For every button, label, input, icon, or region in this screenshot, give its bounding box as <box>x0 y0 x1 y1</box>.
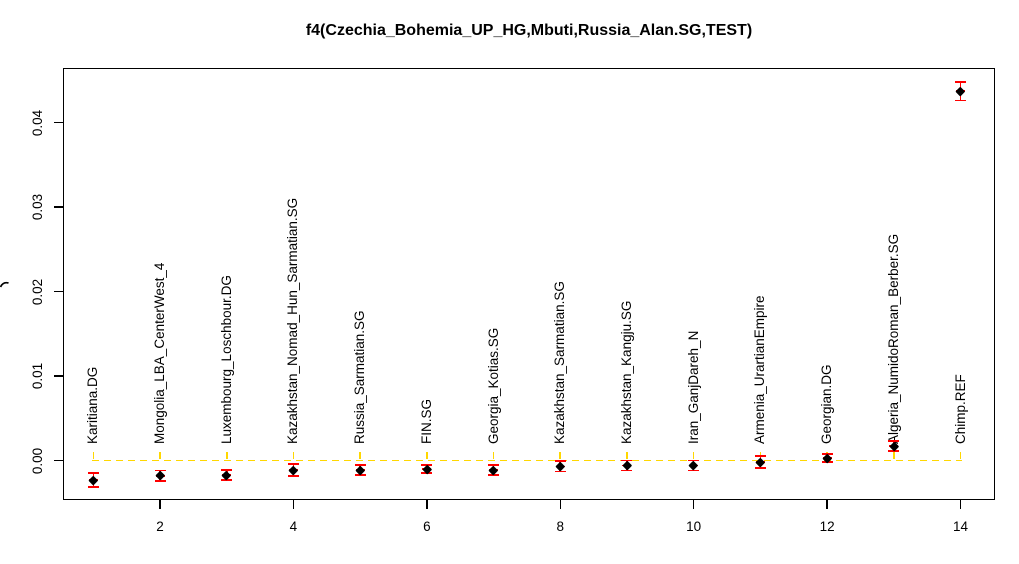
leader-dash <box>225 452 228 460</box>
y-axis-tick-label: 0.01 <box>30 362 45 390</box>
error-bar-cap-bottom <box>287 474 299 477</box>
error-bar-cap-top <box>888 440 900 442</box>
leader-dash <box>359 452 361 460</box>
x-axis-tick <box>159 500 161 509</box>
y-axis-tick-label: 0.00 <box>30 447 45 474</box>
error-bar-cap-top <box>87 472 99 474</box>
x-axis-tick <box>559 500 562 509</box>
point-label: Kazakhstan_Kangju.SG <box>618 300 634 444</box>
point-label: Russia_Sarmatian.SG <box>352 310 368 444</box>
error-bar-cap-bottom <box>221 479 233 481</box>
zero-reference-line <box>92 459 962 462</box>
point-label: FIN.SG <box>418 398 434 444</box>
y-axis-tick <box>54 206 63 208</box>
y-axis-label-fragment <box>0 281 9 288</box>
leader-dash <box>292 452 295 460</box>
error-bar-cap-top <box>621 459 633 462</box>
plot-area <box>63 68 995 500</box>
x-axis-tick <box>959 500 962 509</box>
error-bar-cap-bottom <box>688 469 700 472</box>
point-label: Mongolia_LBA_CenterWest_4 <box>152 262 167 444</box>
leader-dash <box>426 452 428 460</box>
error-bar-cap-bottom <box>87 485 99 488</box>
x-axis-tick-label: 10 <box>686 519 702 534</box>
point-label: Kazakhstan_Sarmatian.SG <box>552 281 568 444</box>
x-axis-tick-label: 2 <box>156 519 164 534</box>
leader-dash <box>692 452 695 460</box>
x-axis-tick-label: 8 <box>556 519 565 534</box>
error-bar-cap-bottom <box>488 474 500 476</box>
point-label: Chimp.REF <box>952 374 968 444</box>
error-bar-cap-bottom <box>754 467 766 469</box>
error-bar-cap-top <box>488 463 500 466</box>
error-bar-cap-bottom <box>621 469 633 472</box>
x-axis-tick-label: 12 <box>819 519 835 534</box>
y-axis-tick <box>54 459 63 462</box>
y-axis-tick <box>54 375 63 377</box>
error-bar-cap-top <box>154 469 166 472</box>
x-axis-tick <box>292 500 295 509</box>
y-axis-tick <box>54 121 63 124</box>
leader-dash <box>893 452 895 460</box>
leader-dash <box>92 452 95 460</box>
chart-title: f4(Czechia_Bohemia_UP_HG,Mbuti,Russia_Al… <box>305 22 753 39</box>
point-label: Georgian.DG <box>819 364 835 444</box>
point-label: Armenia_UrartianEmpire <box>752 295 768 444</box>
leader-dash <box>159 452 161 460</box>
point-label: Algeria_NumidoRoman_Berber.SG <box>885 233 901 444</box>
error-bar-cap-top <box>955 81 967 83</box>
x-axis-tick-label: 6 <box>423 519 431 534</box>
point-label: Iran_GanjDareh_N <box>685 330 701 444</box>
x-axis-tick <box>692 500 695 509</box>
error-bar-cap-bottom <box>955 99 967 102</box>
y-axis-tick-label: 0.04 <box>30 109 45 136</box>
error-bar-cap-bottom <box>888 450 900 453</box>
point-label: Georgia_Kotias.SG <box>485 327 501 444</box>
error-bar-cap-bottom <box>154 479 166 482</box>
error-bar-cap-bottom <box>554 470 566 473</box>
error-bar-cap-top <box>554 460 566 463</box>
point-label: Luxembourg_Loschbour.DG <box>218 275 234 444</box>
x-axis-tick-label: 4 <box>289 519 298 534</box>
error-bar-cap-bottom <box>354 474 366 476</box>
x-axis-tick <box>826 500 828 509</box>
error-bar-cap-top <box>287 463 299 465</box>
error-bar-cap-top <box>688 459 700 462</box>
y-axis-tick-label: 0.02 <box>30 278 45 305</box>
x-axis-tick-label: 14 <box>953 519 969 534</box>
point-label: Karitiana.DG <box>85 366 101 444</box>
y-axis-tick <box>54 290 63 293</box>
x-axis-tick <box>426 500 428 509</box>
leader-dash <box>559 452 562 460</box>
error-bar-cap-top <box>221 468 233 471</box>
leader-dash <box>492 452 495 460</box>
error-bar-cap-top <box>754 455 766 458</box>
error-bar-cap-top <box>354 463 366 466</box>
y-axis-tick-label: 0.03 <box>30 193 45 221</box>
leader-dash <box>626 452 628 460</box>
leader-dash <box>959 452 962 460</box>
point-label: Kazakhstan_Nomad_Hun_Sarmatian.SG <box>285 197 301 444</box>
